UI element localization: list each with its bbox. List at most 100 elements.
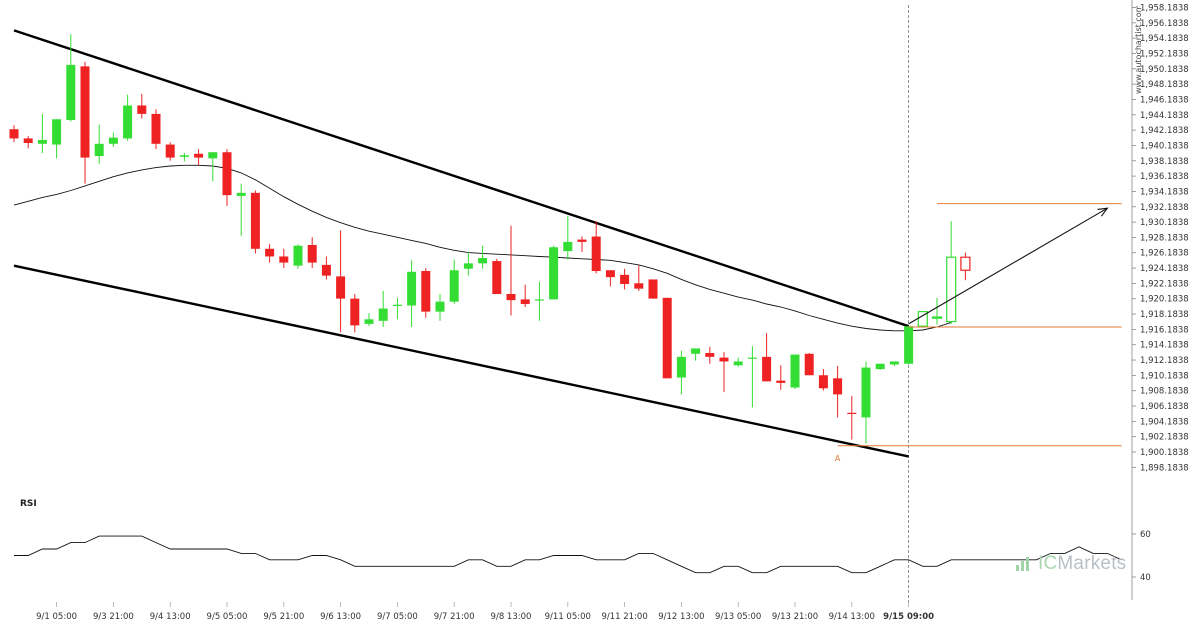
y-tick-label: 1,906.1838 bbox=[1140, 402, 1189, 412]
candle-body bbox=[492, 261, 502, 295]
candle-body bbox=[80, 66, 90, 158]
candle-body bbox=[917, 311, 928, 327]
y-tick-label: 1,938.1838 bbox=[1140, 157, 1189, 167]
candle-body bbox=[506, 294, 516, 301]
candle-body bbox=[137, 105, 147, 114]
candle-body bbox=[407, 271, 417, 306]
candle-body bbox=[946, 256, 957, 323]
y-tick-label: 1,958.1838 bbox=[1140, 4, 1189, 14]
candle-body bbox=[889, 361, 899, 365]
candle-body bbox=[37, 139, 47, 144]
candle-body bbox=[705, 353, 715, 357]
y-tick-label: 1,926.1838 bbox=[1140, 249, 1189, 259]
pattern-point-label: A bbox=[835, 454, 841, 463]
candle-body bbox=[364, 319, 374, 324]
candle-body bbox=[265, 248, 275, 257]
x-tick-label: 9/12 13:00 bbox=[658, 612, 704, 622]
candle-body bbox=[648, 279, 658, 299]
y-tick-label: 1,900.1838 bbox=[1140, 448, 1189, 458]
x-tick-label: 9/1 05:00 bbox=[36, 612, 77, 622]
candle-body bbox=[392, 304, 402, 306]
candle-body bbox=[634, 283, 644, 289]
y-tick-label: 1,902.1838 bbox=[1140, 433, 1189, 443]
x-tick-label: 9/7 05:00 bbox=[377, 612, 418, 622]
brand-suffix: Markets bbox=[1057, 553, 1127, 574]
candle-body bbox=[378, 308, 388, 321]
candle-body bbox=[563, 241, 573, 252]
candle-body bbox=[676, 356, 686, 378]
candle-body bbox=[549, 247, 559, 300]
candle-body bbox=[9, 129, 19, 139]
candle-body bbox=[620, 274, 630, 285]
x-tick-label: 9/14 13:00 bbox=[829, 612, 875, 622]
candle-body bbox=[250, 192, 260, 249]
channel-lower-line bbox=[13, 264, 909, 458]
y-tick-label: 1,948.1838 bbox=[1140, 80, 1189, 90]
candle-body bbox=[776, 380, 786, 383]
y-tick-label: 1,904.1838 bbox=[1140, 417, 1189, 427]
candle-body bbox=[52, 119, 62, 145]
y-tick-label: 1,956.1838 bbox=[1140, 19, 1189, 29]
brand-prefix: IC bbox=[1038, 553, 1058, 574]
candle-body bbox=[151, 113, 161, 144]
y-tick-label: 1,912.1838 bbox=[1140, 356, 1189, 366]
x-tick-label: 9/15 09:00 bbox=[883, 612, 934, 622]
rsi-title: RSI bbox=[20, 499, 37, 509]
candle-body bbox=[591, 236, 601, 272]
y-tick-label: 1,922.1838 bbox=[1140, 279, 1189, 289]
candle-body bbox=[577, 239, 587, 242]
y-tick-label: 1,920.1838 bbox=[1140, 295, 1189, 305]
y-tick-label: 1,918.1838 bbox=[1140, 310, 1189, 320]
x-tick-label: 9/11 21:00 bbox=[601, 612, 647, 622]
y-tick-label: 1,914.1838 bbox=[1140, 341, 1189, 351]
candle-body bbox=[861, 367, 871, 418]
projection-arrow-line bbox=[908, 207, 1108, 325]
candle-body bbox=[804, 353, 814, 376]
channel-upper-line bbox=[13, 29, 909, 328]
watermark-text: www.autochartist.com bbox=[1134, 6, 1143, 94]
x-tick-label: 9/6 13:00 bbox=[320, 612, 361, 622]
x-tick-label: 9/4 13:00 bbox=[150, 612, 191, 622]
y-tick-label: 1,952.1838 bbox=[1140, 49, 1189, 59]
candle-body bbox=[222, 152, 232, 196]
y-tick-label: 1,954.1838 bbox=[1140, 34, 1189, 44]
rsi-line bbox=[14, 535, 1122, 574]
y-tick-label: 1,930.1838 bbox=[1140, 218, 1189, 228]
candle-body bbox=[463, 263, 473, 269]
y-tick-label: 1,908.1838 bbox=[1140, 387, 1189, 397]
candle-body bbox=[23, 138, 33, 144]
x-tick-label: 9/11 05:00 bbox=[545, 612, 591, 622]
candle-body bbox=[662, 297, 672, 379]
projection-arrow-head bbox=[1097, 207, 1109, 217]
rsi-tick-label: 60 bbox=[1140, 530, 1151, 540]
candle-body bbox=[179, 155, 189, 157]
candle-body bbox=[904, 326, 914, 364]
candle-body bbox=[719, 357, 729, 362]
candle-body bbox=[520, 299, 530, 304]
y-tick-label: 1,910.1838 bbox=[1140, 371, 1189, 381]
candle-body bbox=[293, 245, 303, 266]
candle-body bbox=[66, 64, 76, 121]
candle-body bbox=[94, 143, 104, 157]
y-tick-label: 1,932.1838 bbox=[1140, 203, 1189, 213]
candle-body bbox=[236, 192, 246, 196]
x-tick-label: 9/3 21:00 bbox=[93, 612, 134, 622]
y-tick-label: 1,942.1838 bbox=[1140, 126, 1189, 136]
y-tick-label: 1,934.1838 bbox=[1140, 187, 1189, 197]
candle-body bbox=[421, 271, 431, 312]
candle-body bbox=[194, 153, 204, 158]
y-tick-label: 1,924.1838 bbox=[1140, 264, 1189, 274]
candle-body bbox=[478, 257, 488, 264]
candle-body bbox=[931, 316, 943, 319]
candle-body bbox=[833, 378, 843, 395]
candle-body bbox=[818, 375, 828, 389]
candle-body bbox=[762, 356, 772, 382]
candle-body bbox=[449, 270, 459, 302]
brand-name: ICMarkets bbox=[1038, 553, 1126, 575]
y-tick-label: 1,940.1838 bbox=[1140, 141, 1189, 151]
candle-body bbox=[336, 276, 346, 299]
candle-body bbox=[108, 137, 118, 144]
x-tick-label: 9/5 05:00 bbox=[207, 612, 248, 622]
candle-body bbox=[435, 301, 445, 312]
